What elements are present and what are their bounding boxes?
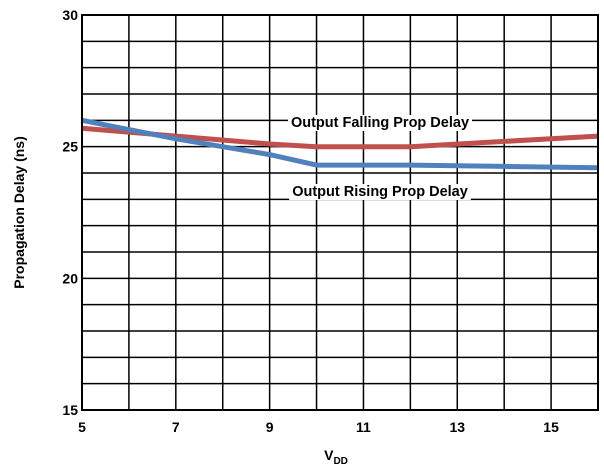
annotation-background (289, 184, 471, 200)
x-axis-label-main: V (324, 447, 334, 463)
y-tick-label: 15 (62, 402, 78, 418)
series-line-falling (81, 125, 599, 150)
series-annotation-rising: Output Rising Prop Delay (292, 184, 468, 200)
tick-labels: 5 7 9 11 13 15 15 20 25 30 (62, 7, 559, 435)
x-tick-label: 13 (449, 419, 465, 435)
x-tick-label: 7 (172, 419, 180, 435)
y-axis-label: Propagation Delay (ns) (11, 136, 27, 288)
x-axis-label-subscript: DD (333, 456, 347, 467)
y-tick-label: 25 (62, 139, 78, 155)
x-tick-label: 11 (356, 419, 371, 435)
x-tick-label: 9 (266, 419, 274, 435)
x-tick-label: 5 (78, 419, 86, 435)
chart-annotations: Output Falling Prop Delay Output Rising P… (287, 115, 473, 200)
x-axis-label: VDD (324, 447, 348, 467)
chart-grid (82, 15, 598, 410)
plot-frame (81, 14, 599, 411)
chart-series (81, 117, 599, 171)
x-tick-label: 15 (543, 419, 559, 435)
y-tick-label: 30 (62, 7, 78, 23)
series-annotation-falling: Output Falling Prop Delay (291, 115, 469, 131)
y-tick-label: 20 (62, 270, 78, 286)
annotation-background (287, 115, 473, 131)
series-line-rising (81, 117, 599, 171)
